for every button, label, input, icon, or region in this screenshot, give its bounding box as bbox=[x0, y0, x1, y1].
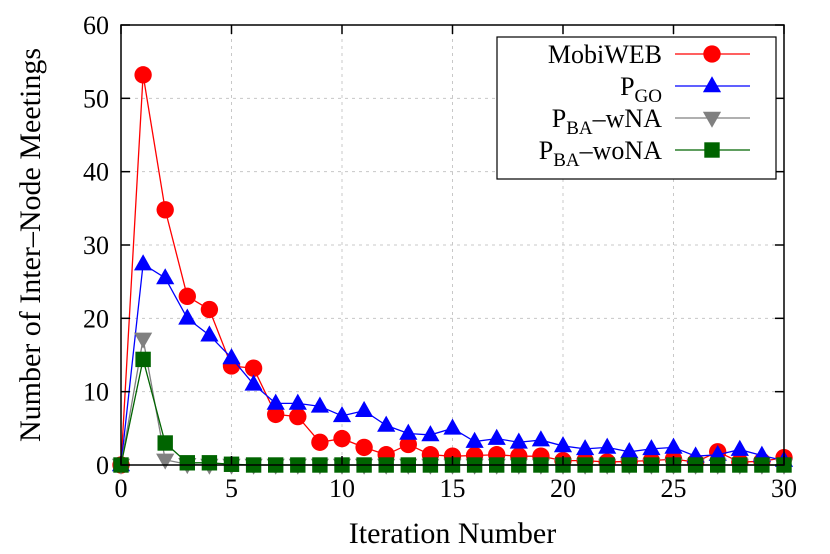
data-point bbox=[620, 442, 639, 459]
data-point bbox=[134, 66, 152, 84]
legend-label: MobiWEB bbox=[548, 40, 662, 69]
data-point bbox=[576, 439, 595, 456]
data-point bbox=[134, 332, 153, 349]
x-tick-label: 25 bbox=[661, 474, 687, 503]
legend-label-sub: BA bbox=[566, 118, 593, 139]
y-tick-label: 60 bbox=[83, 11, 109, 40]
legend-label-rest: –woNA bbox=[579, 136, 663, 165]
data-point bbox=[443, 418, 462, 435]
data-point bbox=[355, 400, 374, 418]
data-point bbox=[244, 359, 263, 377]
legend-label-rest: –wNA bbox=[592, 104, 663, 133]
y-tick-label: 0 bbox=[96, 451, 109, 480]
x-tick-label: 30 bbox=[771, 474, 797, 503]
y-tick-label: 10 bbox=[83, 378, 109, 407]
data-point bbox=[702, 111, 722, 128]
grid-lines bbox=[121, 25, 784, 465]
legend-label: PBA–wNA bbox=[552, 104, 662, 139]
y-tick-label: 50 bbox=[83, 84, 109, 113]
data-point bbox=[244, 374, 263, 391]
data-point bbox=[156, 453, 175, 470]
data-point bbox=[642, 439, 661, 456]
x-tick-label: 5 bbox=[225, 474, 238, 503]
legend-label: PBA–woNA bbox=[539, 136, 662, 171]
data-point bbox=[487, 428, 506, 445]
data-point bbox=[704, 142, 720, 158]
x-tick-label: 15 bbox=[440, 474, 466, 503]
y-axis-title: Number of Inter–Node Meetings bbox=[14, 48, 47, 442]
data-point bbox=[311, 433, 329, 451]
data-point bbox=[200, 325, 219, 342]
legend-label: PGO bbox=[620, 72, 662, 107]
y-tick-label: 20 bbox=[83, 304, 109, 333]
data-point bbox=[421, 425, 440, 442]
data-point bbox=[222, 348, 241, 365]
data-point bbox=[509, 432, 528, 449]
data-point bbox=[201, 455, 218, 471]
legend-entry: MobiWEB bbox=[548, 40, 750, 69]
data-point bbox=[179, 455, 195, 471]
data-point bbox=[135, 351, 151, 368]
legend-label-main: MobiWEB bbox=[548, 40, 662, 69]
data-point bbox=[333, 429, 351, 448]
series-line bbox=[120, 262, 785, 466]
data-point bbox=[178, 287, 196, 306]
legend-label-sub: GO bbox=[635, 86, 662, 107]
data-point bbox=[310, 396, 329, 413]
x-tick-label: 0 bbox=[115, 474, 128, 503]
data-point bbox=[553, 436, 573, 453]
data-point bbox=[332, 406, 352, 423]
y-tick-label: 40 bbox=[83, 158, 109, 187]
legend-entry: PBA–woNA bbox=[539, 136, 750, 171]
data-point bbox=[598, 437, 617, 454]
legend-label-sub: BA bbox=[553, 150, 580, 171]
legend-label-main: P bbox=[620, 72, 634, 101]
legend-label-main: P bbox=[539, 136, 553, 165]
data-point bbox=[664, 437, 683, 454]
data-point bbox=[355, 438, 373, 457]
data-point bbox=[156, 201, 174, 219]
data-point bbox=[465, 431, 484, 448]
x-axis-title: Iteration Number bbox=[349, 517, 556, 550]
data-point bbox=[200, 300, 219, 319]
x-tick-label: 20 bbox=[550, 474, 576, 503]
y-tick-label: 30 bbox=[83, 231, 109, 260]
data-point bbox=[377, 415, 396, 432]
data-point bbox=[289, 407, 307, 426]
data-point bbox=[399, 435, 417, 454]
data-point bbox=[267, 405, 285, 424]
data-point bbox=[288, 393, 307, 410]
data-point bbox=[531, 430, 550, 447]
data-point bbox=[730, 439, 749, 456]
data-point bbox=[134, 254, 153, 271]
data-point bbox=[703, 45, 721, 63]
legend-entry: PBA–wNA bbox=[552, 104, 750, 139]
data-point bbox=[266, 393, 285, 410]
data-point bbox=[399, 423, 418, 440]
data-point bbox=[157, 435, 173, 451]
data-point bbox=[178, 308, 197, 325]
data-point bbox=[156, 268, 175, 285]
data-point bbox=[708, 444, 727, 462]
axis-ticks bbox=[120, 24, 785, 466]
legend-box bbox=[496, 36, 777, 180]
legend-entry: PGO bbox=[620, 72, 750, 107]
tick-labels: 0 5 10 15 20 25 30 0 10 20 30 40 50 60 bbox=[83, 11, 797, 503]
data-point bbox=[702, 76, 722, 93]
legend-label-main: P bbox=[552, 104, 566, 133]
x-tick-label: 10 bbox=[329, 474, 355, 503]
